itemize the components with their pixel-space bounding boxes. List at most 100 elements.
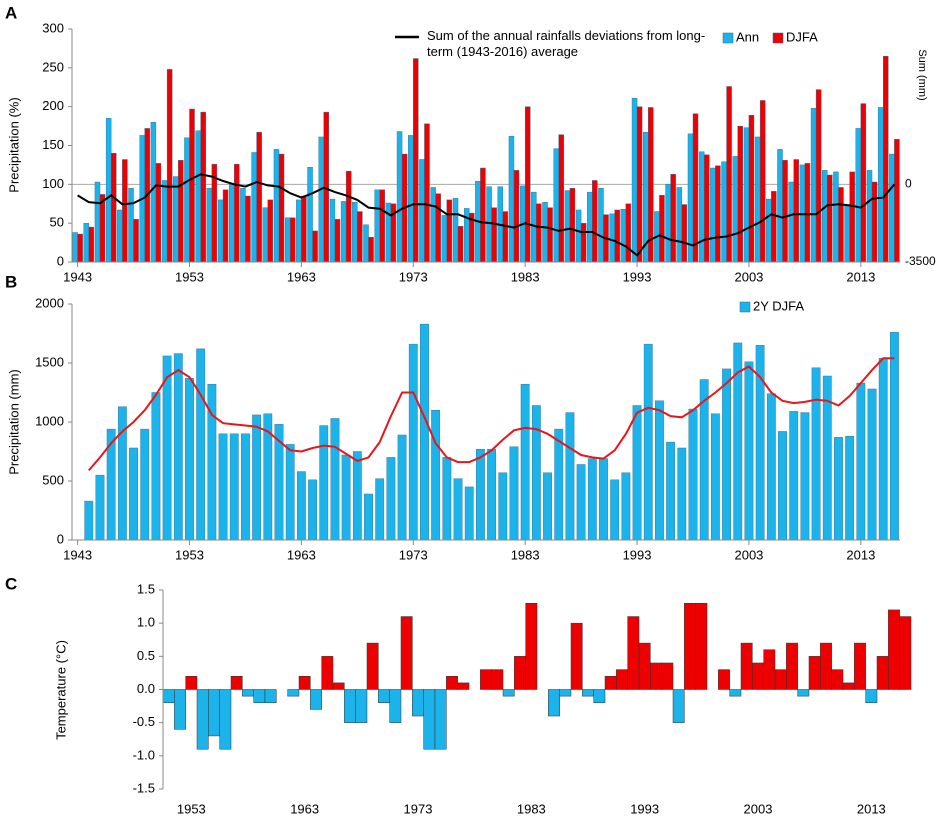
- bar: [800, 412, 810, 541]
- bar: [508, 135, 515, 263]
- bar: [200, 111, 206, 263]
- bar: [241, 433, 250, 541]
- bar: [737, 125, 743, 263]
- bar: [487, 448, 496, 541]
- bar: [491, 207, 497, 263]
- bar: [609, 213, 615, 263]
- bar: [230, 675, 243, 690]
- bar: [871, 181, 878, 263]
- bar: [854, 642, 866, 690]
- bar: [491, 669, 504, 690]
- bar: [743, 127, 750, 263]
- bar: [217, 199, 224, 263]
- y-tick-label: 0.0: [137, 681, 155, 696]
- bar: [543, 472, 552, 541]
- bar: [766, 393, 776, 541]
- bar: [330, 418, 340, 541]
- bar: [310, 689, 322, 710]
- bar: [815, 89, 822, 263]
- bar: [636, 106, 643, 263]
- bar: [464, 486, 474, 541]
- bar: [536, 203, 542, 263]
- bar: [827, 174, 833, 263]
- bar: [408, 343, 418, 541]
- bar: [759, 100, 766, 263]
- bar: [502, 689, 515, 697]
- bar: [763, 649, 776, 690]
- bar: [570, 622, 583, 690]
- x-tick-label: 1963: [290, 801, 319, 816]
- bar: [655, 400, 664, 541]
- bar: [446, 199, 453, 263]
- bar: [345, 170, 352, 263]
- bar: [122, 159, 128, 263]
- x-tick-label: 2003: [734, 269, 763, 284]
- bar: [531, 405, 541, 541]
- bar: [524, 106, 531, 263]
- bar: [452, 198, 459, 263]
- bar: [285, 444, 295, 541]
- bar: [378, 689, 390, 704]
- bar: [621, 472, 631, 541]
- bar: [625, 203, 632, 263]
- bar: [554, 428, 564, 541]
- bar: [509, 446, 519, 541]
- bar: [598, 188, 604, 263]
- bar: [296, 199, 302, 263]
- bar: [174, 689, 186, 730]
- bar: [676, 187, 683, 263]
- bar: [627, 616, 640, 690]
- bar: [442, 457, 452, 541]
- bar: [72, 232, 78, 263]
- bar: [173, 176, 179, 263]
- bar: [587, 458, 597, 541]
- y2-axis-label: Sum (mm): [916, 49, 928, 100]
- y-tick-label: 1.0: [137, 615, 155, 630]
- bar: [838, 187, 844, 263]
- bar: [240, 188, 246, 263]
- bar: [502, 211, 509, 263]
- bar: [77, 233, 83, 263]
- bar: [420, 323, 429, 541]
- bar: [513, 170, 520, 263]
- bar: [332, 682, 345, 690]
- bar: [777, 149, 783, 263]
- bar: [744, 361, 754, 541]
- bar: [366, 642, 379, 690]
- bar: [547, 207, 553, 263]
- bar: [334, 219, 341, 263]
- bar: [610, 479, 620, 541]
- bar: [321, 656, 334, 690]
- bar: [441, 215, 448, 263]
- bar: [161, 180, 168, 263]
- legend-label: Sum of the annual rainfalls deviations f…: [427, 28, 706, 59]
- bar: [298, 675, 311, 690]
- bar: [889, 153, 895, 263]
- bar: [771, 191, 777, 263]
- bar: [525, 603, 538, 690]
- bar: [178, 160, 184, 263]
- y-axis-label: Precipitation (mm): [6, 369, 21, 474]
- bar: [498, 472, 508, 541]
- bar: [155, 163, 162, 263]
- bar: [752, 662, 764, 690]
- bar: [834, 437, 843, 541]
- bar: [810, 108, 817, 263]
- y-tick-label: 50: [50, 215, 64, 230]
- x-tick-label: 1993: [630, 801, 659, 816]
- x-tick-label: 1943: [63, 269, 92, 284]
- bar: [287, 689, 300, 697]
- bar: [604, 675, 617, 690]
- bar: [219, 689, 232, 750]
- bar: [84, 500, 94, 541]
- bar: [797, 689, 810, 697]
- bar: [564, 190, 571, 263]
- bar: [340, 201, 347, 263]
- bar: [289, 217, 296, 263]
- bar: [844, 205, 850, 263]
- bar: [457, 682, 470, 690]
- bar: [110, 153, 117, 263]
- bar: [553, 148, 559, 263]
- bar: [431, 410, 441, 541]
